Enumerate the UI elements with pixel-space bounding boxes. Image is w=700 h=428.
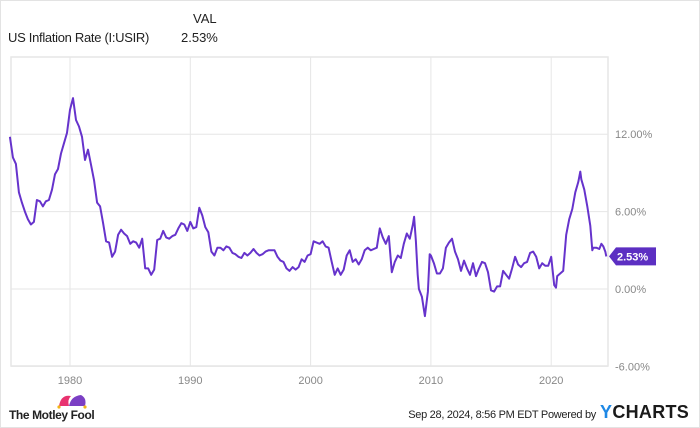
ycharts-wordmark: CHARTS <box>612 402 690 422</box>
series-value: 2.53% <box>181 30 218 45</box>
ycharts-y: Y <box>600 402 613 422</box>
last-value-badge-bg <box>609 247 656 266</box>
y-tick-label: 6.00% <box>615 207 646 219</box>
timestamp: Sep 28, 2024, 8:56 PM EDT <box>408 409 539 421</box>
x-tick-label: 2010 <box>419 375 443 387</box>
x-tick-label: 1980 <box>58 375 82 387</box>
powered-by-text: Powered by <box>540 409 596 421</box>
ycharts-logo[interactable]: YCHARTS <box>600 402 689 423</box>
y-tick-label: 0.00% <box>615 284 646 296</box>
series-label: US Inflation Rate (I:USIR) <box>8 30 150 45</box>
x-tick-label: 2020 <box>539 375 563 387</box>
x-tick-label: 2000 <box>298 375 322 387</box>
last-value-badge: 2.53% <box>609 247 656 266</box>
last-value-label: 2.53% <box>617 251 648 263</box>
jester-hat-icon <box>57 395 87 409</box>
x-tick-label: 1990 <box>178 375 202 387</box>
y-tick-label: -6.00% <box>615 361 650 373</box>
series-line <box>8 97 608 318</box>
value-column-header: VAL <box>193 11 217 26</box>
motley-fool-logo: The Motley Fool <box>9 392 99 422</box>
motley-fool-wordmark: The Motley Fool <box>9 408 95 422</box>
y-tick-label: 12.00% <box>615 129 653 141</box>
footer-attribution: Sep 28, 2024, 8:56 PM EDT Powered by <box>408 409 596 421</box>
